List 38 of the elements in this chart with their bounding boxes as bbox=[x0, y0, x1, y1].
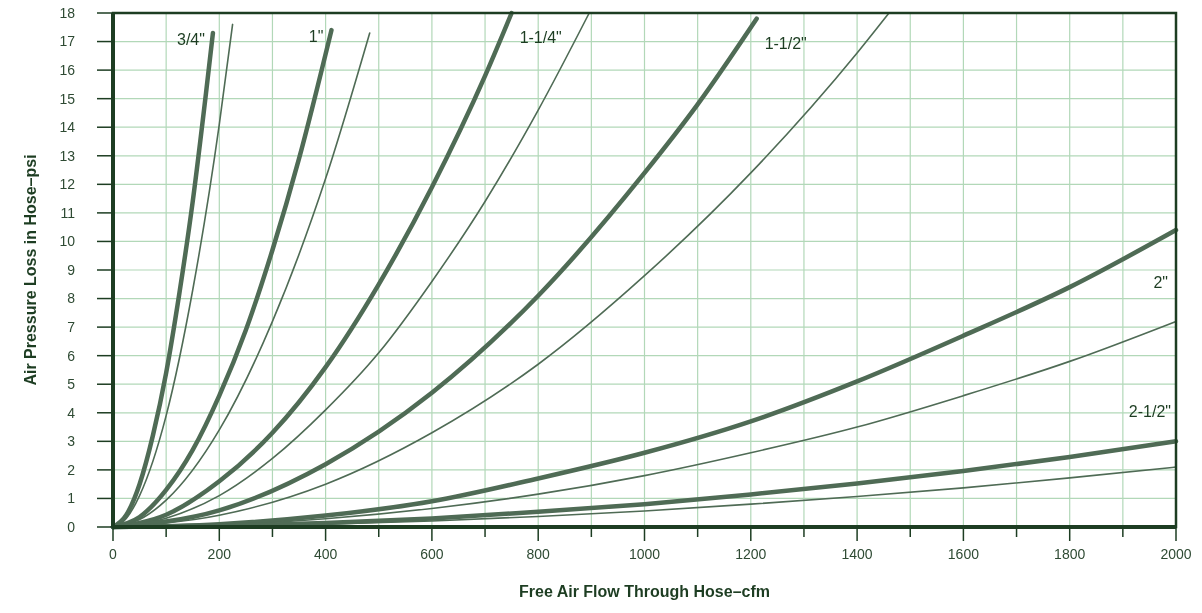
y-tick-label: 18 bbox=[59, 4, 76, 21]
x-tick-label: 200 bbox=[207, 546, 232, 562]
y-tick-label: 7 bbox=[67, 319, 76, 336]
y-tick-label: 14 bbox=[59, 119, 76, 136]
y-tick-label: 16 bbox=[59, 62, 76, 79]
series-label: 1" bbox=[308, 28, 324, 46]
y-tick-label: 0 bbox=[67, 518, 76, 535]
x-tick-label: 1400 bbox=[841, 546, 873, 562]
y-tick-label: 5 bbox=[67, 376, 76, 393]
y-tick-label: 1 bbox=[67, 490, 76, 507]
x-tick-label: 600 bbox=[420, 546, 444, 562]
y-tick-label: 17 bbox=[59, 33, 76, 50]
y-tick-label: 4 bbox=[67, 404, 76, 421]
series-label: 2" bbox=[1153, 274, 1168, 292]
x-tick-label: 1600 bbox=[947, 546, 980, 562]
series-label: 1-1/2" bbox=[764, 34, 807, 52]
series-label: 2-1/2" bbox=[1128, 403, 1171, 421]
x-axis-title: Free Air Flow Through Hose–cfm bbox=[519, 583, 770, 600]
x-tick-label: 2000 bbox=[1160, 546, 1192, 562]
x-tick-label: 400 bbox=[313, 546, 338, 562]
y-tick-label: 6 bbox=[67, 347, 76, 364]
y-tick-label: 13 bbox=[59, 147, 76, 164]
y-tick-label: 15 bbox=[59, 90, 76, 107]
x-tick-label: 1000 bbox=[628, 546, 661, 562]
y-axis-title: Air Pressure Loss in Hose–psi bbox=[22, 154, 39, 386]
y-tick-label: 9 bbox=[67, 261, 76, 278]
series-label: 1-1/4" bbox=[519, 29, 562, 46]
x-tick-label: 1800 bbox=[1054, 546, 1086, 562]
y-tick-label: 8 bbox=[67, 290, 76, 307]
x-tick-label: 800 bbox=[526, 546, 551, 562]
y-tick-label: 11 bbox=[60, 204, 76, 221]
y-tick-label: 10 bbox=[59, 233, 76, 250]
y-tick-label: 2 bbox=[67, 461, 76, 478]
y-tick-label: 12 bbox=[59, 176, 76, 193]
x-tick-label: 0 bbox=[109, 546, 118, 562]
series-label: 3/4" bbox=[177, 30, 205, 48]
x-tick-label: 1200 bbox=[735, 546, 767, 562]
y-tick-label: 3 bbox=[67, 433, 76, 450]
